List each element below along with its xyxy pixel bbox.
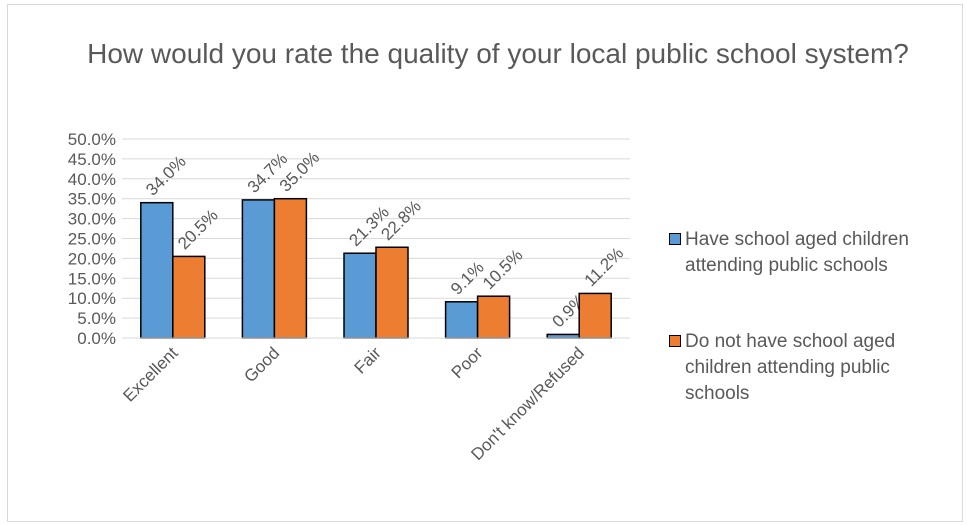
y-tick-label: 0.0%: [77, 329, 116, 348]
y-tick-label: 35.0%: [68, 190, 116, 209]
data-label: 11.2%: [581, 244, 628, 291]
bar: [343, 252, 377, 339]
x-tick-label: Fair: [351, 343, 385, 377]
bar: [172, 255, 206, 339]
legend-line: attending public schools: [685, 255, 888, 276]
y-tick-label: 30.0%: [68, 210, 116, 229]
x-tick-label: Poor: [448, 343, 487, 382]
bar: [273, 197, 308, 339]
chart-title: How would you rate the quality of your l…: [87, 38, 909, 69]
bar: [375, 246, 409, 339]
y-tick-label: 25.0%: [68, 230, 116, 249]
x-tick-label: Don't know/Refused: [467, 343, 588, 464]
legend-item-no-children: Do not have school aged children attendi…: [669, 329, 895, 407]
bar: [140, 201, 174, 339]
legend-swatch-no-children: [669, 335, 681, 347]
y-tick-label: 40.0%: [68, 170, 116, 189]
x-tick-label: Excellent: [119, 343, 181, 405]
bar: [578, 292, 612, 339]
bar: [476, 295, 511, 339]
legend-line: Do not have school aged: [685, 331, 896, 352]
y-tick-label: 10.0%: [68, 289, 116, 308]
legend-line: schools: [685, 383, 750, 404]
data-label: 10.5%: [479, 246, 527, 294]
legend-line: children attending public: [685, 357, 890, 378]
x-tick-label: Good: [240, 343, 283, 386]
bar: [444, 301, 479, 339]
legend-item-have-children: Have school aged children attending publ…: [669, 227, 909, 279]
legend-label-no-children: Do not have school aged children attendi…: [685, 329, 895, 407]
y-tick-label: 50.0%: [68, 130, 116, 149]
y-tick-label: 45.0%: [68, 150, 116, 169]
legend-label-have-children: Have school aged children attending publ…: [685, 227, 909, 279]
y-tick-label: 5.0%: [77, 309, 116, 328]
data-label: 20.5%: [174, 206, 222, 254]
y-tick-label: 20.0%: [68, 249, 116, 268]
bar: [546, 333, 580, 339]
legend-line: Have school aged children: [685, 229, 909, 250]
y-tick-label: 15.0%: [68, 269, 116, 288]
bar: [241, 199, 276, 339]
legend-swatch-have-children: [669, 233, 681, 245]
